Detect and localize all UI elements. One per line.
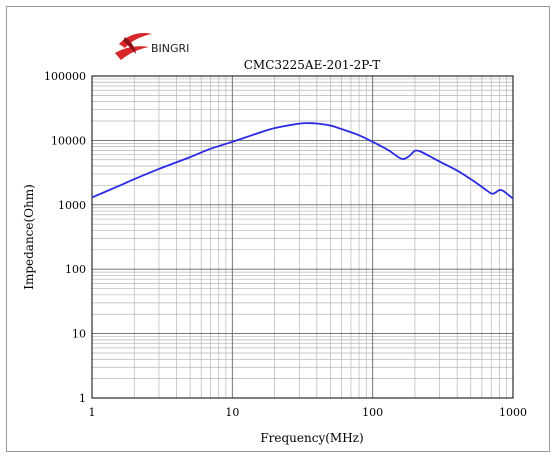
x-axis-label: Frequency(MHz) bbox=[260, 431, 363, 445]
minor-gridlines bbox=[92, 76, 513, 398]
series-layer bbox=[91, 122, 514, 200]
series-line-impedance bbox=[91, 122, 514, 200]
x-tick-label: 100 bbox=[362, 406, 383, 419]
y-tick-label: 10 bbox=[72, 328, 86, 341]
x-tick-label: 1000 bbox=[499, 406, 527, 419]
y-axis-label: Impedance(Ohm) bbox=[22, 184, 36, 290]
x-tick-label: 1 bbox=[89, 406, 96, 419]
x-tick-labels: 1 10 100 1000 bbox=[89, 406, 528, 419]
chart-title: CMC3225AE-201-2P-T bbox=[244, 58, 381, 72]
impedance-chart: BINGRI CMC3225AE-201-2P-T 1 10 100 1000 1 10… bbox=[22, 33, 528, 445]
brand-logo: BINGRI bbox=[115, 33, 189, 60]
y-tick-label: 1000 bbox=[58, 199, 86, 212]
y-tick-label: 100 bbox=[65, 263, 86, 276]
chart-frame: BINGRI CMC3225AE-201-2P-T 1 10 100 1000 1 10… bbox=[6, 6, 550, 452]
major-gridlines bbox=[91, 75, 514, 399]
y-tick-labels: 1 10 100 1000 10000 100000 bbox=[44, 70, 86, 405]
y-tick-label: 1 bbox=[79, 392, 86, 405]
x-tick-label: 10 bbox=[225, 406, 239, 419]
y-tick-label: 100000 bbox=[44, 70, 86, 83]
brand-name: BINGRI bbox=[151, 42, 189, 55]
plot-area-border bbox=[91, 75, 514, 399]
bingri-logo-icon bbox=[115, 33, 152, 60]
y-tick-label: 10000 bbox=[51, 134, 86, 147]
